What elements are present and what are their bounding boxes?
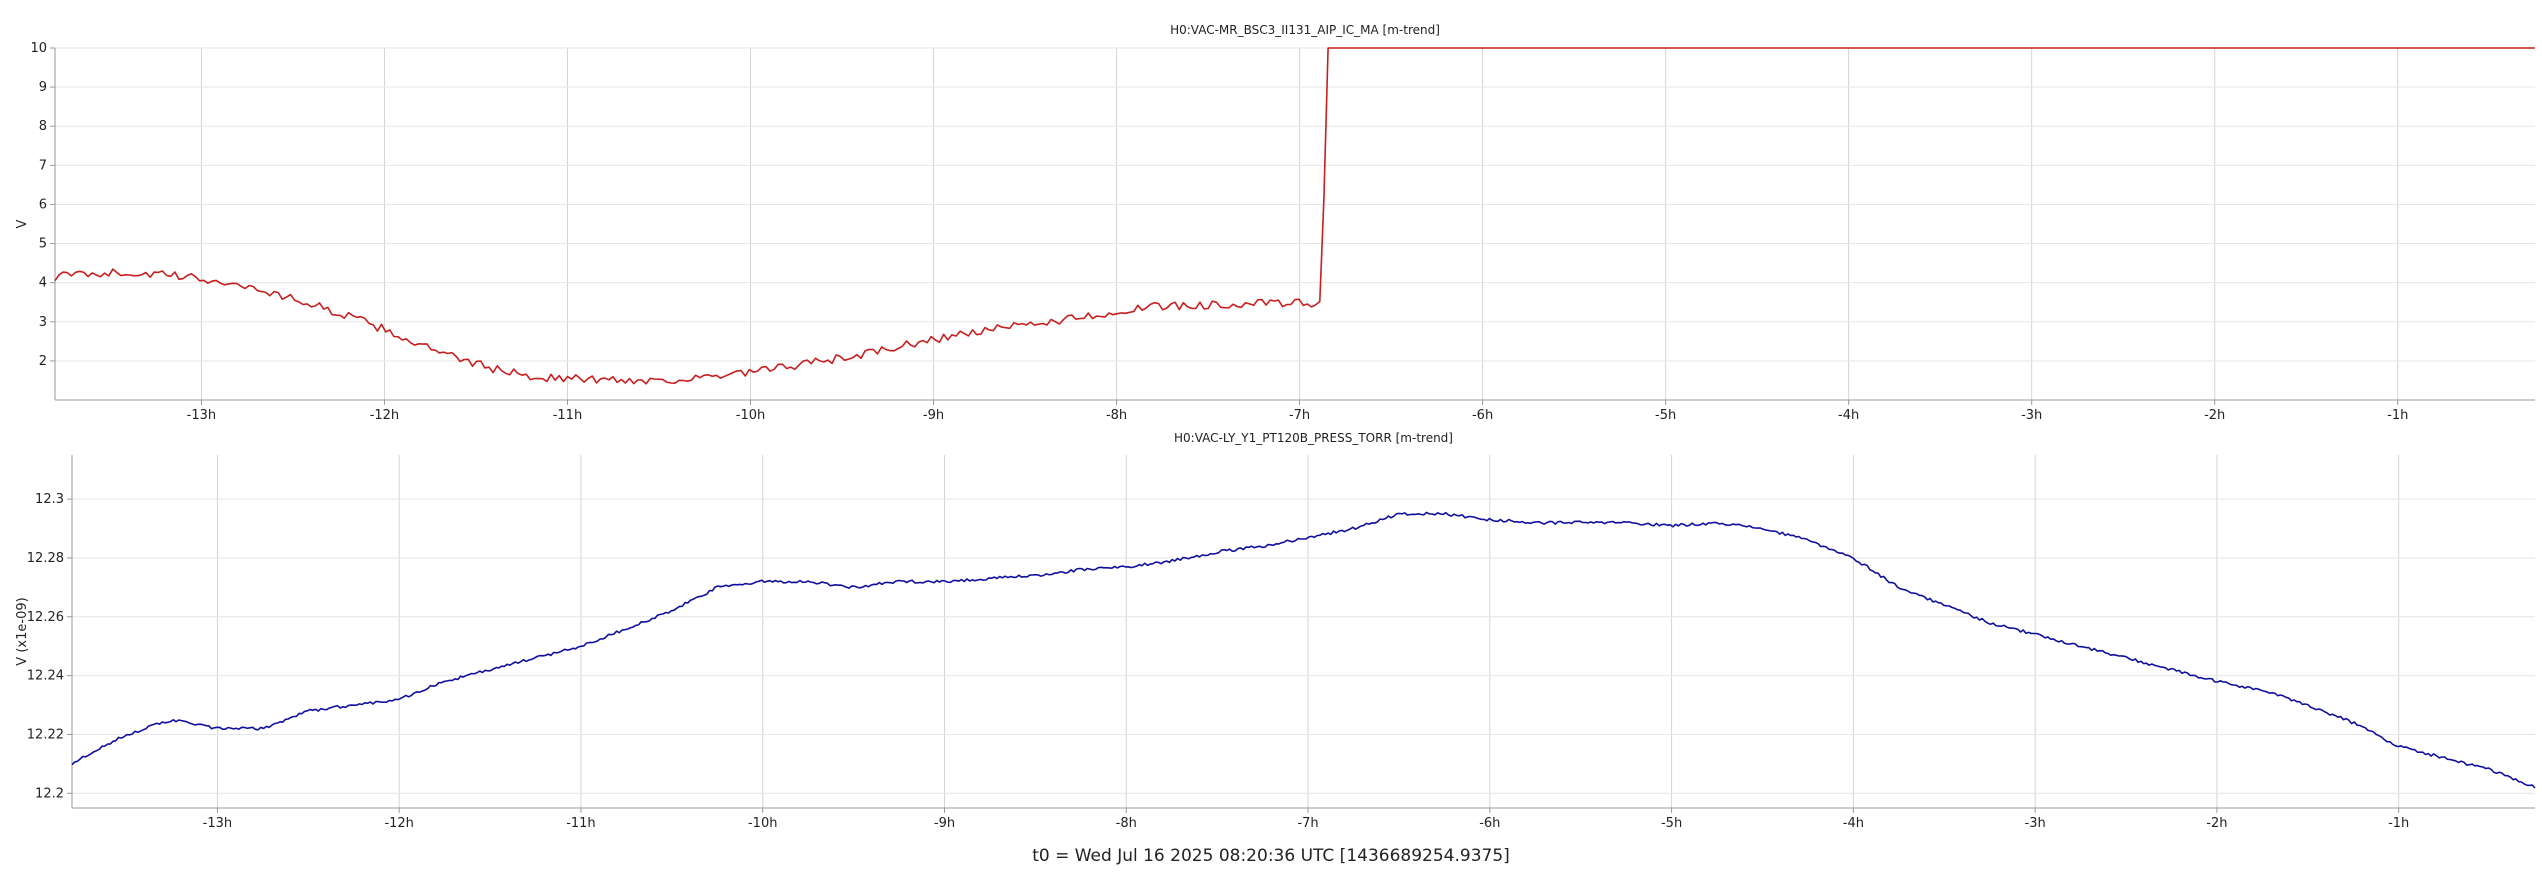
y-tick-label: 9 bbox=[39, 80, 47, 95]
y-tick-label: 3 bbox=[39, 315, 47, 330]
x-tick-label: -6h bbox=[1472, 408, 1493, 423]
x-tick-label: -13h bbox=[187, 408, 216, 423]
y-tick-label: 12.22 bbox=[27, 727, 64, 742]
x-tick-label: -12h bbox=[370, 408, 399, 423]
x-tick-label: -5h bbox=[1655, 408, 1676, 423]
y-tick-label: 7 bbox=[39, 158, 47, 173]
x-tick-label: -3h bbox=[2025, 816, 2046, 831]
y-tick-label: 12.24 bbox=[27, 669, 64, 684]
series-line-1 bbox=[71, 511, 2536, 789]
x-tick-label: -11h bbox=[553, 408, 582, 423]
x-tick-label: -1h bbox=[2387, 408, 2408, 423]
x-tick-label: -4h bbox=[1843, 816, 1864, 831]
x-tick-label: -6h bbox=[1479, 816, 1500, 831]
y-tick-label: 10 bbox=[30, 41, 47, 56]
x-tick-label: -5h bbox=[1661, 816, 1682, 831]
x-tick-label: -2h bbox=[2204, 408, 2225, 423]
x-tick-label: -12h bbox=[384, 816, 413, 831]
y-tick-label: 6 bbox=[39, 197, 47, 212]
x-tick-label: -8h bbox=[1116, 816, 1137, 831]
x-tick-label: -10h bbox=[748, 816, 777, 831]
x-tick-label: -7h bbox=[1297, 816, 1318, 831]
x-tick-label: -9h bbox=[923, 408, 944, 423]
y-tick-label: 12.3 bbox=[35, 492, 64, 507]
x-tick-label: -3h bbox=[2021, 408, 2042, 423]
x-tick-label: -10h bbox=[736, 408, 765, 423]
y-tick-label: 8 bbox=[39, 119, 47, 134]
y-tick-label: 5 bbox=[39, 237, 47, 252]
y-tick-label: 12.26 bbox=[27, 610, 64, 625]
chart-title: H0:VAC-MR_BSC3_II131_AIP_IC_MA [m-trend] bbox=[1170, 23, 1440, 37]
x-tick-label: -9h bbox=[934, 816, 955, 831]
y-tick-label: 12.2 bbox=[35, 786, 64, 801]
y-axis-label: V bbox=[15, 219, 30, 228]
y-tick-label: 4 bbox=[39, 276, 47, 291]
x-tick-label: -13h bbox=[203, 816, 232, 831]
chart-panel-2: H0:VAC-LY_Y1_PT120B_PRESS_TORR [m-trend]… bbox=[15, 431, 2536, 831]
x-tick-label: -7h bbox=[1289, 408, 1310, 423]
y-axis-label: V (x1e-09) bbox=[15, 597, 30, 665]
footer-t0-label: t0 = Wed Jul 16 2025 08:20:36 UTC [14366… bbox=[1032, 846, 1510, 866]
x-tick-label: -11h bbox=[566, 816, 595, 831]
y-tick-label: 2 bbox=[39, 354, 47, 369]
series-line-1 bbox=[54, 47, 2535, 385]
x-tick-label: -4h bbox=[1838, 408, 1859, 423]
chart-title: H0:VAC-LY_Y1_PT120B_PRESS_TORR [m-trend] bbox=[1174, 431, 1453, 445]
x-tick-label: -1h bbox=[2388, 816, 2409, 831]
x-tick-label: -2h bbox=[2206, 816, 2227, 831]
x-tick-label: -8h bbox=[1106, 408, 1127, 423]
chart-panel-1: H0:VAC-MR_BSC3_II131_AIP_IC_MA [m-trend]… bbox=[15, 23, 2535, 423]
y-tick-label: 12.28 bbox=[27, 551, 64, 566]
